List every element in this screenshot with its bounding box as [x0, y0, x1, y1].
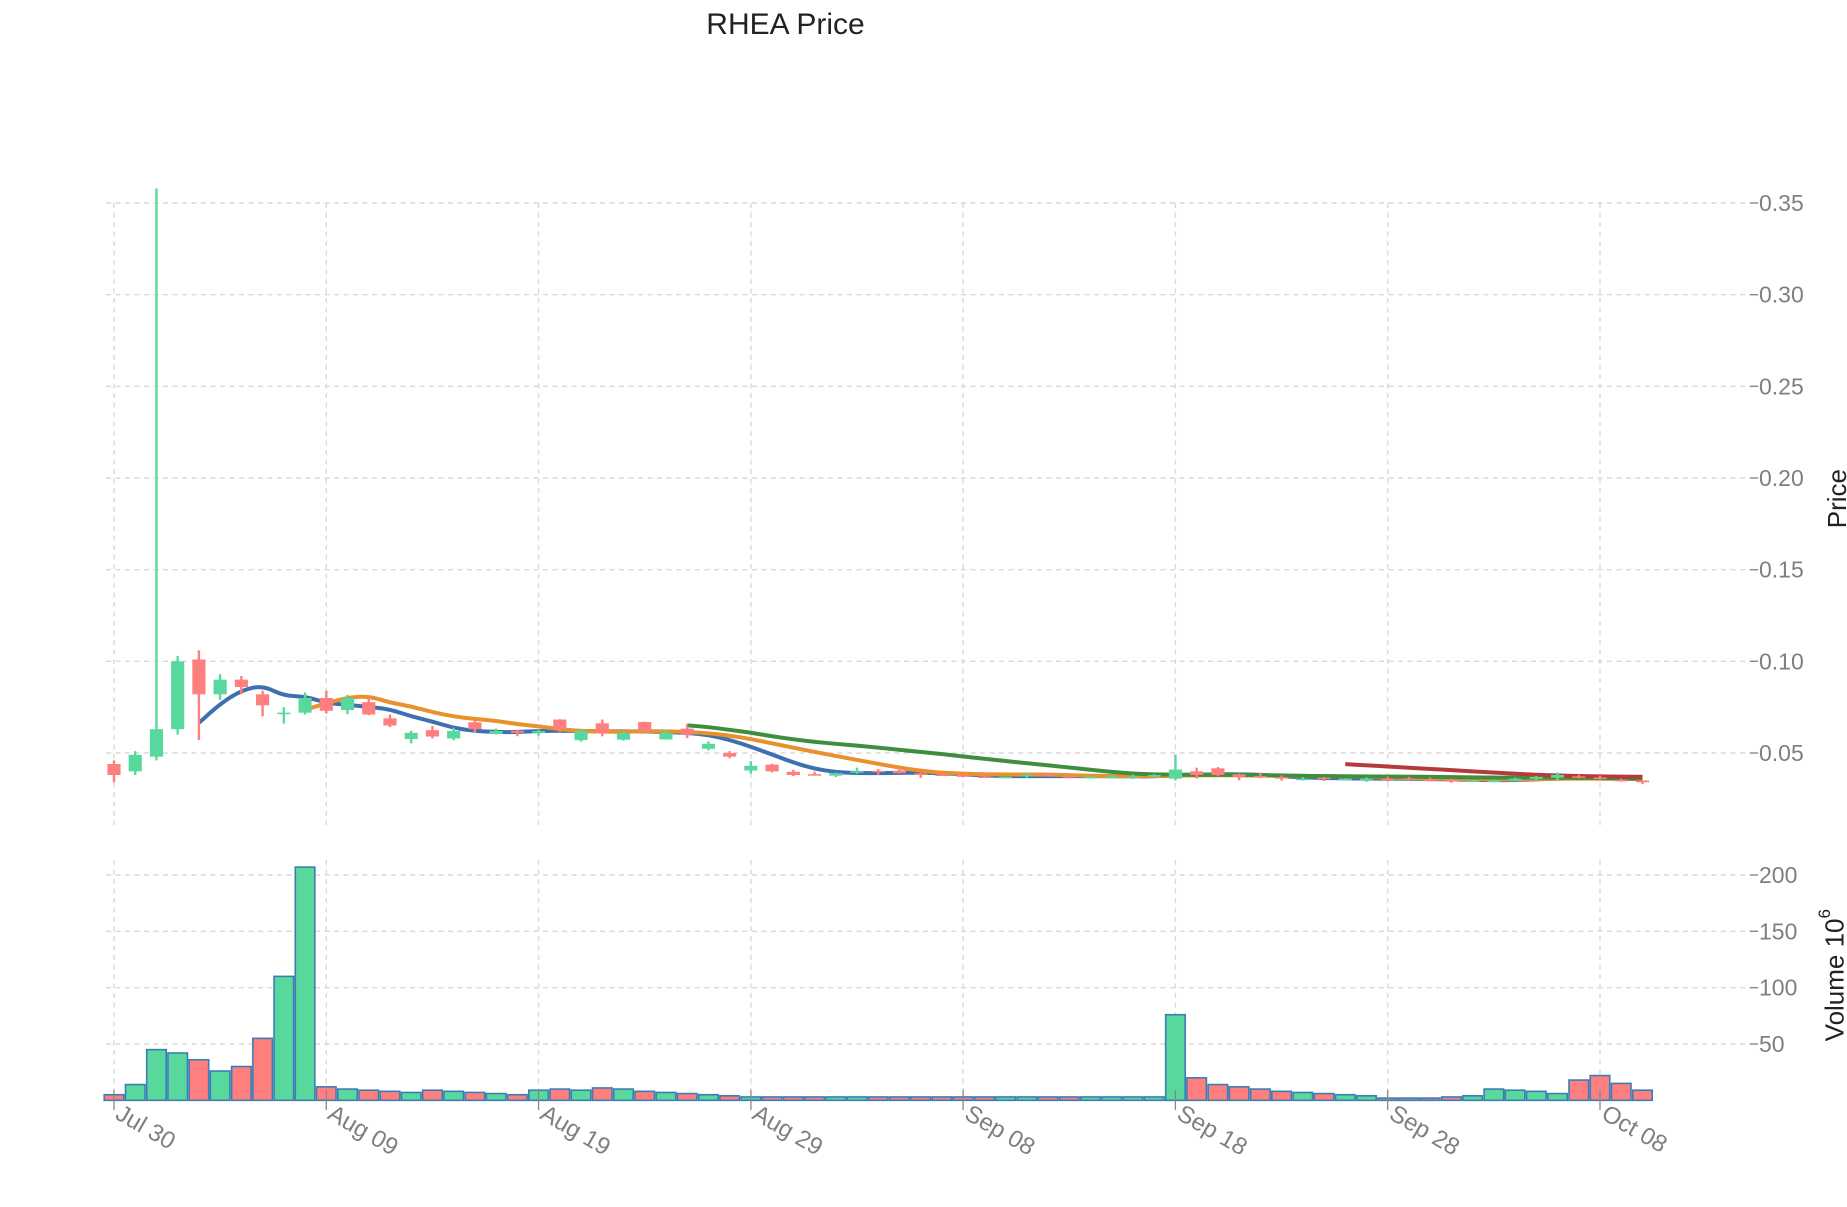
- svg-text:Aug 09: Aug 09: [323, 1100, 402, 1161]
- svg-text:Oct 08: Oct 08: [1597, 1100, 1672, 1159]
- svg-text:50: 50: [1759, 1031, 1785, 1057]
- svg-text:150: 150: [1759, 918, 1797, 944]
- svg-text:0.05: 0.05: [1759, 740, 1804, 766]
- svg-text:0.30: 0.30: [1759, 282, 1804, 308]
- svg-text:100: 100: [1759, 975, 1797, 1001]
- svg-text:0.10: 0.10: [1759, 648, 1804, 674]
- svg-text:Aug 19: Aug 19: [536, 1100, 615, 1161]
- svg-text:Sep 28: Sep 28: [1385, 1100, 1464, 1161]
- svg-text:0.20: 0.20: [1759, 465, 1804, 491]
- svg-text:0.25: 0.25: [1759, 373, 1804, 399]
- svg-text:Aug 29: Aug 29: [748, 1100, 827, 1161]
- svg-text:Sep 08: Sep 08: [960, 1100, 1039, 1161]
- svg-text:Jul 30: Jul 30: [111, 1100, 180, 1155]
- svg-text:200: 200: [1759, 862, 1797, 888]
- svg-text:0.15: 0.15: [1759, 557, 1804, 583]
- svg-text:0.35: 0.35: [1759, 190, 1804, 216]
- svg-text:Sep 18: Sep 18: [1172, 1100, 1251, 1161]
